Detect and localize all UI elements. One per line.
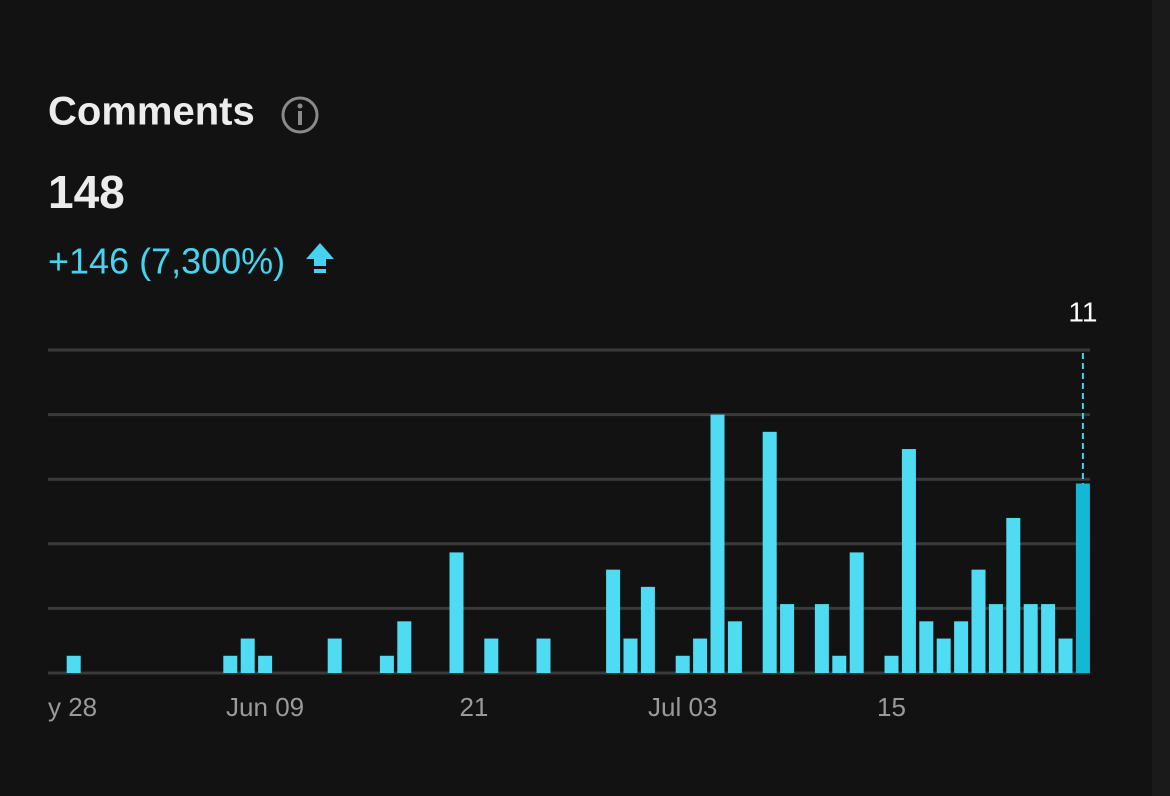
bar: [640, 586, 655, 673]
info-bar: [298, 111, 302, 125]
bar: [849, 552, 864, 673]
bar: [223, 655, 238, 673]
bar: [536, 638, 551, 673]
bar: [1006, 517, 1021, 673]
bar: [606, 569, 621, 673]
x-tick-label: Jun 09: [226, 692, 304, 722]
info-circle: [281, 96, 319, 134]
bar: [258, 655, 273, 673]
bar: [66, 655, 81, 673]
bar: [1023, 604, 1038, 673]
change: +146 (7,300%): [48, 241, 285, 282]
bar: [240, 638, 255, 673]
bar: [1075, 483, 1090, 673]
bar: [484, 638, 499, 673]
bar: [936, 638, 951, 673]
x-tick-label: y 28: [48, 692, 97, 722]
bar: [397, 621, 412, 673]
bar: [919, 621, 934, 673]
bar: [780, 604, 795, 673]
bar: [623, 638, 638, 673]
bar: [884, 655, 899, 673]
info-dot: [297, 103, 303, 109]
bar: [710, 414, 725, 673]
x-tick-label: 21: [459, 692, 488, 722]
up-arrow: [306, 243, 334, 273]
bar: [971, 569, 986, 673]
bar: [327, 638, 342, 673]
bar: [832, 655, 847, 673]
bar: [675, 655, 690, 673]
bar: [901, 449, 916, 673]
bar: [693, 638, 708, 673]
bar: [727, 621, 742, 673]
x-tick-label: Jul 03: [648, 692, 717, 722]
total: 148: [48, 166, 125, 218]
arrow-head: [306, 243, 334, 266]
bar: [1041, 604, 1056, 673]
title: Comments: [48, 90, 255, 134]
x-tick-label: 15: [877, 692, 906, 722]
bar: [449, 552, 464, 673]
bar: [379, 655, 394, 673]
info-icon[interactable]: [281, 96, 319, 134]
arrow-base: [314, 269, 326, 273]
bar: [1058, 638, 1073, 673]
edge-strip: [1152, 0, 1170, 796]
tooltip-value: 11: [1068, 296, 1097, 327]
bar: [954, 621, 969, 673]
bar: [814, 604, 829, 673]
bar: [988, 604, 1003, 673]
bar: [762, 431, 777, 673]
